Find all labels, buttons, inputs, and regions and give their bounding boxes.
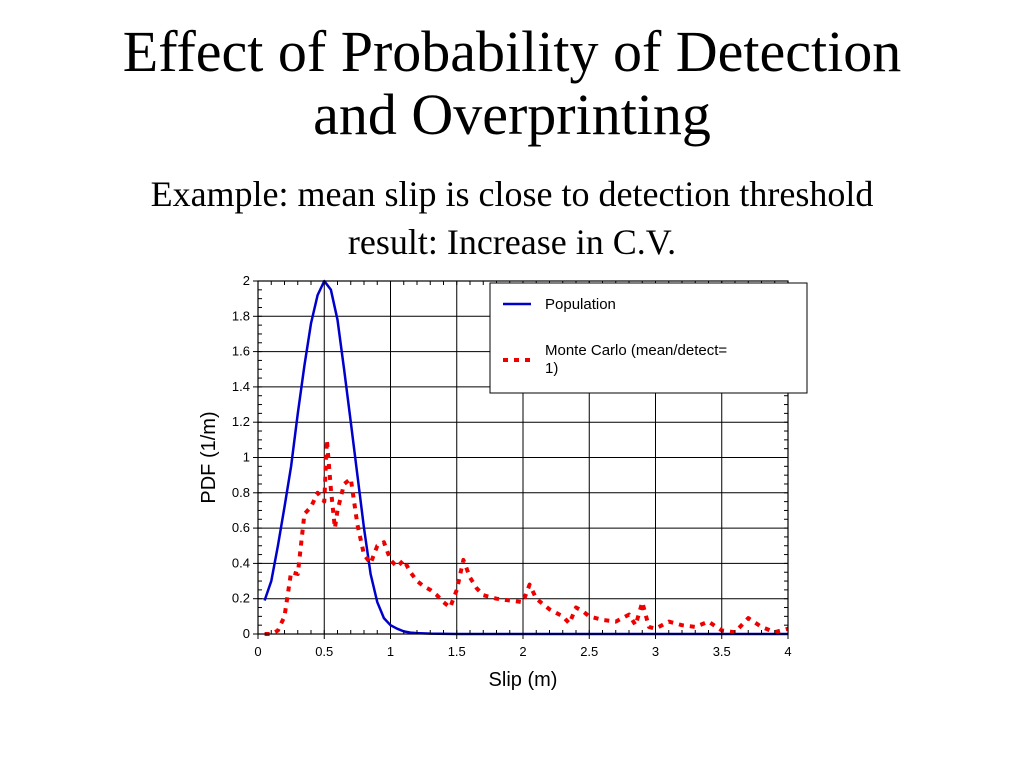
y-tick-label: 1 bbox=[243, 450, 250, 465]
legend-label-population: Population bbox=[545, 296, 616, 313]
y-tick-label: 0 bbox=[243, 626, 250, 641]
y-tick-label: 0.4 bbox=[232, 555, 250, 570]
x-tick-label: 1.5 bbox=[448, 644, 466, 659]
legend-box bbox=[489, 282, 808, 394]
x-tick-label: 2.5 bbox=[580, 644, 598, 659]
y-tick-label: 2 bbox=[243, 273, 250, 288]
slide-title-line-1: Effect of Probability of Detection bbox=[122, 19, 902, 84]
x-tick-label: 0 bbox=[254, 644, 261, 659]
x-tick-label: 3.5 bbox=[713, 644, 731, 659]
x-tick-label: 0.5 bbox=[315, 644, 333, 659]
legend: Population Monte Carlo (mean/detect= 1) bbox=[489, 282, 808, 394]
slide-title-line-2: and Overprinting bbox=[313, 82, 711, 147]
legend-label-monte-carlo: Monte Carlo (mean/detect= 1) bbox=[545, 342, 727, 377]
slide-subtitle-line-2: result: Increase in C.V. bbox=[347, 222, 677, 262]
series-line-monte-carlo bbox=[264, 437, 789, 636]
legend-label-line: Monte Carlo (mean/detect= bbox=[545, 342, 727, 359]
y-tick-label: 1.4 bbox=[232, 379, 250, 394]
y-tick-label: 0.6 bbox=[232, 520, 250, 535]
x-axis-title: Slip (m) bbox=[489, 669, 558, 691]
y-tick-label: 1.6 bbox=[232, 344, 250, 359]
y-tick-label: 1.2 bbox=[232, 414, 250, 429]
x-tick-label: 2 bbox=[519, 644, 526, 659]
legend-label-line: 1) bbox=[545, 360, 558, 377]
y-tick-label: 1.8 bbox=[232, 308, 250, 323]
y-tick-label: 0.8 bbox=[232, 485, 250, 500]
x-tick-label: 4 bbox=[784, 644, 791, 659]
plot-frame bbox=[257, 280, 789, 635]
slide-subtitle: Example: mean slip is close to detection… bbox=[0, 170, 1024, 266]
slide-title: Effect of Probability of Detection and O… bbox=[0, 20, 1024, 146]
tick-labels: 0 0.5 1 1.5 2 2.5 3 3.5 4 0 0.2 0.4 0.6 0.8 1 1.2 1.4 1.6… bbox=[232, 273, 792, 659]
y-axis-title: PDF (1/m) bbox=[198, 411, 220, 503]
x-tick-label: 3 bbox=[652, 644, 659, 659]
y-tick-label: 0.2 bbox=[232, 591, 250, 606]
x-tick-label: 1 bbox=[387, 644, 394, 659]
slide-subtitle-line-1: Example: mean slip is close to detection… bbox=[150, 174, 874, 214]
